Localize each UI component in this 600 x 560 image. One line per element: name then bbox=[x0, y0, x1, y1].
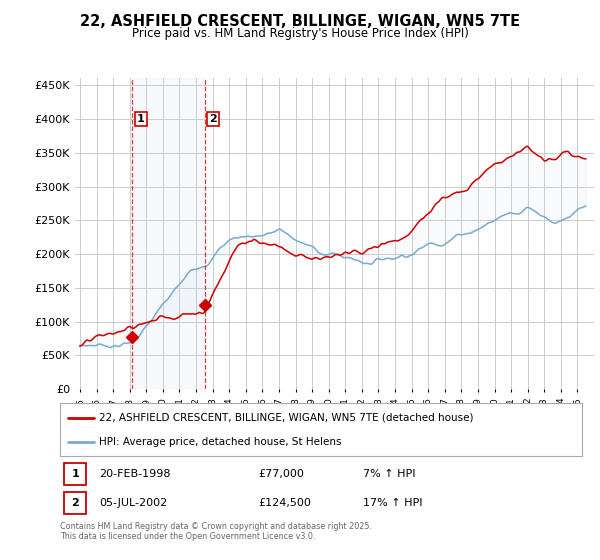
Text: Price paid vs. HM Land Registry's House Price Index (HPI): Price paid vs. HM Land Registry's House … bbox=[131, 27, 469, 40]
Text: 2: 2 bbox=[209, 114, 217, 124]
Bar bbox=[132, 78, 205, 389]
Text: 2: 2 bbox=[71, 498, 79, 508]
Text: 17% ↑ HPI: 17% ↑ HPI bbox=[363, 498, 422, 508]
Text: 20-FEB-1998: 20-FEB-1998 bbox=[99, 469, 170, 479]
Text: 7% ↑ HPI: 7% ↑ HPI bbox=[363, 469, 415, 479]
Text: £77,000: £77,000 bbox=[259, 469, 304, 479]
FancyBboxPatch shape bbox=[64, 492, 86, 515]
Text: 1: 1 bbox=[137, 114, 145, 124]
Text: Contains HM Land Registry data © Crown copyright and database right 2025.
This d: Contains HM Land Registry data © Crown c… bbox=[60, 522, 372, 542]
Text: 22, ASHFIELD CRESCENT, BILLINGE, WIGAN, WN5 7TE (detached house): 22, ASHFIELD CRESCENT, BILLINGE, WIGAN, … bbox=[99, 413, 473, 423]
Text: HPI: Average price, detached house, St Helens: HPI: Average price, detached house, St H… bbox=[99, 437, 341, 447]
Text: 05-JUL-2002: 05-JUL-2002 bbox=[99, 498, 167, 508]
Text: 22, ASHFIELD CRESCENT, BILLINGE, WIGAN, WN5 7TE: 22, ASHFIELD CRESCENT, BILLINGE, WIGAN, … bbox=[80, 14, 520, 29]
Text: £124,500: £124,500 bbox=[259, 498, 311, 508]
Text: 1: 1 bbox=[71, 469, 79, 479]
FancyBboxPatch shape bbox=[64, 463, 86, 485]
